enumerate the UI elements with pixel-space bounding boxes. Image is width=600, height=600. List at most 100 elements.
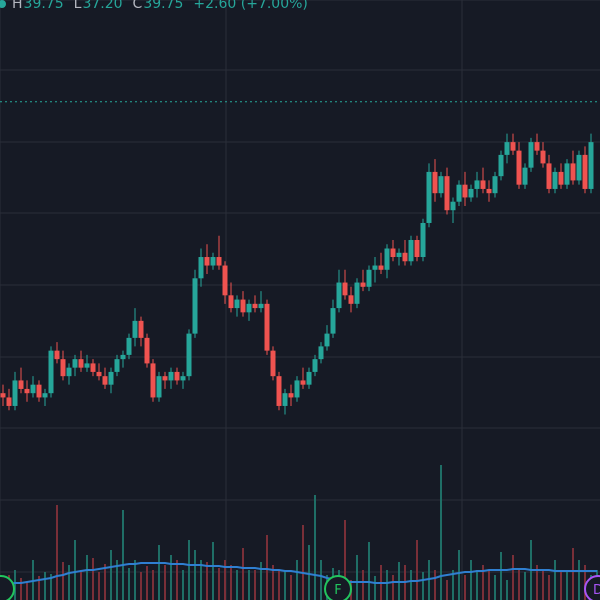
candle (72, 354, 78, 377)
volume-bar (74, 540, 76, 600)
candle (0, 384, 6, 406)
candle (294, 376, 300, 402)
volume-bar (542, 570, 544, 600)
candle (174, 367, 180, 385)
candle-body (78, 359, 84, 368)
volume-bar (518, 570, 520, 600)
volume-bar (284, 570, 286, 600)
candle (420, 218, 426, 262)
high-label: H (12, 0, 23, 12)
candle (6, 388, 12, 411)
candle (246, 299, 252, 321)
event-marker-ring (584, 575, 600, 600)
candle (240, 291, 246, 317)
candle-body (246, 303, 252, 313)
candle-body (204, 257, 210, 266)
candle-body (558, 171, 564, 185)
volume-bar (452, 570, 454, 600)
volume-bar (560, 570, 562, 600)
candle (204, 244, 210, 275)
candle-body (108, 371, 114, 385)
candle-body (120, 354, 126, 360)
candle-body (30, 384, 36, 394)
volume-bar (554, 560, 556, 600)
candle (234, 295, 240, 317)
candle-body (474, 180, 480, 189)
volume-bar (206, 562, 208, 600)
candle-body (168, 371, 174, 381)
volume-bar (188, 540, 190, 600)
volume-bar (224, 560, 226, 600)
volume-bar (524, 572, 526, 600)
candle (342, 269, 348, 300)
event-marker-ring (324, 575, 352, 600)
candle-body (240, 299, 246, 313)
candle (444, 167, 450, 215)
volume-bar (254, 570, 256, 600)
candle-body (264, 303, 270, 351)
candle (150, 359, 156, 402)
candle-body (222, 265, 228, 296)
volume-bar (278, 570, 280, 600)
volume-bar (110, 550, 112, 600)
candle (552, 167, 558, 194)
volume-bar (116, 560, 118, 600)
candle (396, 248, 402, 266)
volume-bar (374, 576, 376, 600)
candle-body (450, 201, 456, 211)
candle-body (402, 252, 408, 262)
candle-body (192, 278, 198, 334)
candle-body (588, 142, 594, 189)
candle-body (132, 320, 138, 338)
candle (402, 240, 408, 266)
volume-bar (14, 570, 16, 600)
volume-bar (512, 555, 514, 600)
candle (498, 150, 504, 181)
candle (144, 333, 150, 368)
volume-bar (302, 525, 304, 600)
candle (510, 133, 516, 155)
volume-bars (2, 465, 598, 600)
candle (408, 235, 414, 266)
candle (384, 244, 390, 279)
candle (264, 299, 270, 355)
candle (30, 376, 36, 398)
candle (24, 380, 30, 402)
candle-body (114, 359, 120, 372)
candle (348, 286, 354, 313)
candle-body (426, 171, 432, 223)
candle-body (54, 350, 60, 360)
candle (426, 163, 432, 228)
volume-bar (536, 565, 538, 600)
volume-bar (266, 535, 268, 600)
candle (438, 171, 444, 198)
volume-moving-average-line (3, 562, 597, 585)
candle-body (24, 388, 30, 394)
candle (300, 367, 306, 389)
candle-body (480, 180, 486, 189)
candle-body (102, 376, 108, 385)
candle (372, 257, 378, 283)
candle (312, 354, 318, 377)
volume-bar (152, 570, 154, 600)
volume-bar (434, 570, 436, 600)
volume-bar (236, 570, 238, 600)
change-value: +2.60 (+7.00%) (193, 0, 308, 12)
candle (522, 163, 528, 189)
candle (576, 150, 582, 185)
volume-bar (578, 560, 580, 600)
volume-bar (248, 570, 250, 600)
earnings-marker-icon[interactable] (0, 575, 15, 600)
volume-bar (164, 565, 166, 600)
candle (252, 295, 258, 313)
volume-bar (44, 572, 46, 600)
dividend-marker-icon[interactable]: D (584, 575, 600, 600)
candle (516, 142, 522, 189)
financial-marker-icon[interactable]: F (324, 575, 352, 600)
candle (60, 350, 66, 381)
volume-bar (176, 560, 178, 600)
